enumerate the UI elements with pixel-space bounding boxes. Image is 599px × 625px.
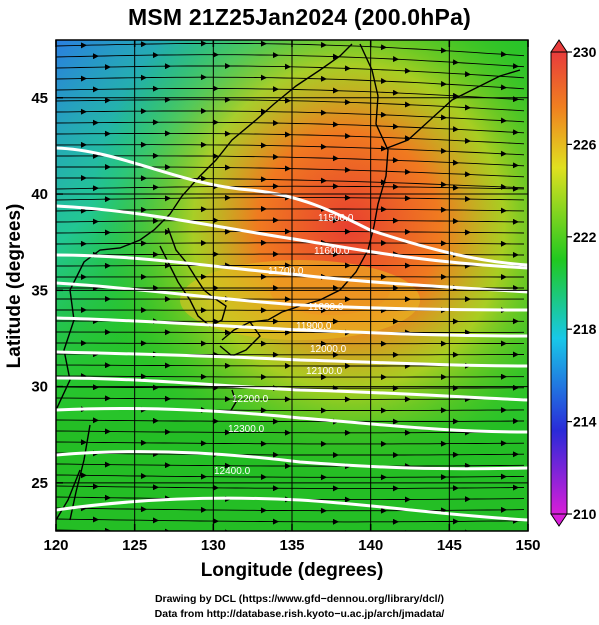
streamline bbox=[56, 452, 525, 456]
contour-label-11600: 11600.0 bbox=[314, 246, 350, 257]
streamline bbox=[56, 185, 525, 190]
contour-label-12200: 12200.0 bbox=[232, 394, 269, 405]
x-axis-title: Longitude (degrees) bbox=[201, 560, 384, 581]
colorbar-label-218: 218 bbox=[573, 321, 597, 337]
contour-label-11700: 11700.0 bbox=[268, 266, 304, 277]
streamline bbox=[56, 253, 525, 256]
contour-label-12000: 12000.0 bbox=[310, 344, 347, 355]
y-tick-label-35: 35 bbox=[31, 282, 48, 299]
streamline bbox=[56, 219, 525, 223]
credit-drawing: Drawing by DCL (https://www.gfd−dennou.o… bbox=[154, 593, 445, 605]
y-tick-label-30: 30 bbox=[31, 379, 48, 396]
colorbar-scale bbox=[550, 51, 568, 515]
contour-label-12400: 12400.0 bbox=[214, 466, 251, 477]
colorbar-label-210: 210 bbox=[573, 506, 597, 522]
streamline bbox=[56, 54, 525, 68]
y-tick-label-45: 45 bbox=[31, 90, 48, 107]
x-tick-label-135: 135 bbox=[279, 537, 304, 554]
colorbar-bottom-arrow bbox=[550, 513, 568, 527]
y-axis: 25 30 35 40 45 bbox=[31, 90, 63, 492]
streamline bbox=[56, 121, 525, 134]
colorbar-label-222: 222 bbox=[573, 229, 597, 245]
chart-title: MSM 21Z25Jan2024 (200.0hPa) bbox=[128, 4, 471, 30]
streamline bbox=[56, 419, 525, 423]
streamline bbox=[56, 485, 525, 489]
contour-label-12100: 12100.0 bbox=[306, 366, 343, 377]
streamline bbox=[56, 88, 525, 101]
colorbar: 210 214 218 222 226 230 bbox=[550, 39, 597, 527]
colorbar-label-230: 230 bbox=[573, 44, 597, 60]
contour-label-11900: 11900.0 bbox=[296, 321, 332, 332]
y-tick-label-25: 25 bbox=[31, 475, 48, 492]
y-axis-title: Latitude (degrees) bbox=[4, 204, 25, 369]
x-tick-label-145: 145 bbox=[437, 537, 462, 554]
streamline bbox=[56, 518, 525, 523]
x-tick-label-120: 120 bbox=[43, 537, 68, 554]
colorbar-label-214: 214 bbox=[573, 414, 597, 430]
streamline bbox=[56, 155, 525, 167]
x-tick-label-150: 150 bbox=[515, 537, 540, 554]
x-tick-label-140: 140 bbox=[358, 537, 383, 554]
contour-label-12300: 12300.0 bbox=[228, 424, 265, 435]
contour-label-11500: 11500.0 bbox=[318, 213, 354, 224]
height-contours bbox=[56, 146, 528, 522]
coastlines bbox=[56, 43, 521, 521]
grid-lines bbox=[56, 40, 528, 531]
x-tick-label-130: 130 bbox=[201, 537, 226, 554]
colorbar-label-226: 226 bbox=[573, 136, 597, 152]
credit-data: Data from http://database.rish.kyoto−u.a… bbox=[154, 608, 445, 620]
x-tick-label-125: 125 bbox=[122, 537, 147, 554]
contour-labels: 11500.0 11600.0 11700.0 11800.0 11900.0 … bbox=[214, 213, 354, 477]
x-axis: 120 125 130 135 140 145 150 bbox=[43, 40, 541, 554]
y-tick-label-40: 40 bbox=[31, 186, 48, 203]
colorbar-top-arrow bbox=[550, 39, 568, 53]
contour-label-11800: 11800.0 bbox=[308, 302, 344, 313]
